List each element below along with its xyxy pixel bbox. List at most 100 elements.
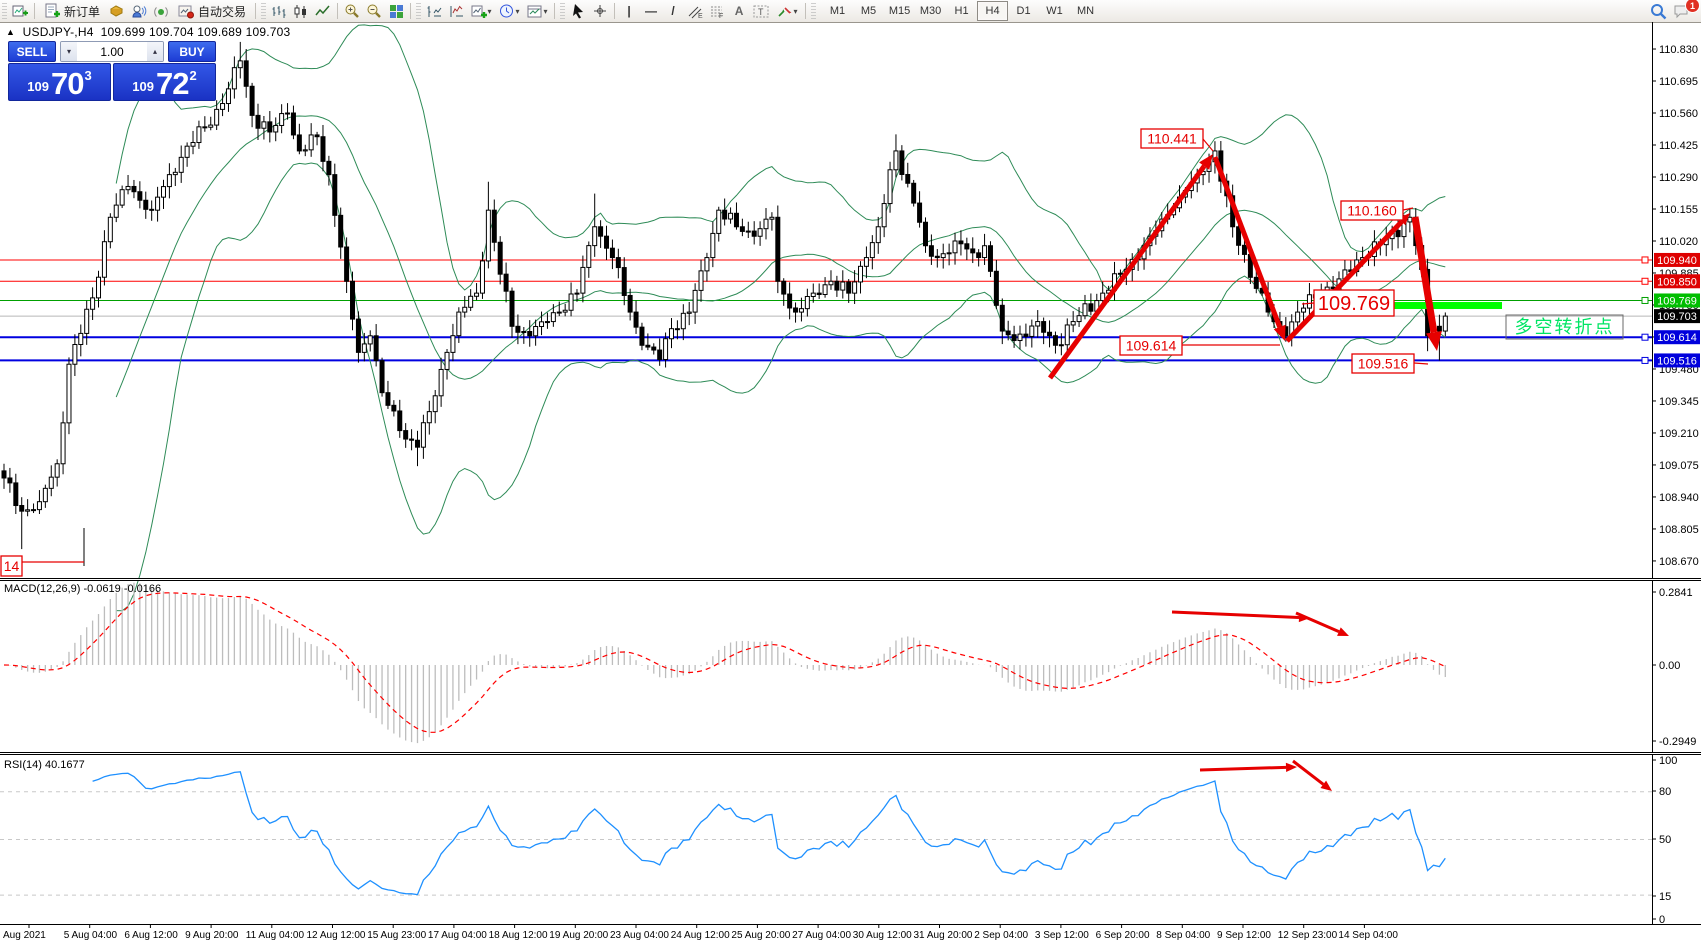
candle-body [710, 232, 716, 259]
timeframe-h4[interactable]: H4 [977, 1, 1009, 21]
templates-icon[interactable]: ▾ [523, 1, 551, 21]
candle-body [1436, 325, 1442, 332]
arrange-window-icon[interactable] [423, 1, 445, 21]
horizontal-line-icon[interactable]: — [645, 4, 658, 18]
chart-line-icon[interactable] [312, 1, 334, 21]
candle-body [48, 476, 54, 489]
timeframe-m1[interactable]: M1 [829, 5, 846, 17]
chart-canvas[interactable]: 110.441 110.160 109.769 109.614 109.516 14 多空转… [0, 22, 1701, 941]
timeframe-m30[interactable]: M30 [919, 5, 942, 17]
candle-body [922, 221, 928, 247]
sell-price-pip: 3 [84, 68, 92, 83]
candle-body [468, 295, 474, 308]
notifications-icon[interactable]: 1 [1669, 0, 1700, 21]
chart-candles-icon[interactable] [290, 1, 312, 21]
candle-body [503, 273, 509, 292]
fibonacci-icon[interactable]: F [706, 1, 728, 21]
timeframe-d1[interactable]: D1 [1016, 5, 1031, 17]
rsi-scale-label: 100 [1659, 755, 1677, 767]
candle-body [497, 241, 503, 275]
timeframe-h1[interactable]: H1 [954, 5, 969, 17]
buy-price-pip: 2 [189, 68, 197, 83]
price-badge: 109.516 [1654, 353, 1700, 368]
candle-body [1029, 325, 1035, 337]
timeframe-mn[interactable]: MN [1076, 5, 1095, 17]
vps-icon[interactable] [150, 1, 172, 21]
indicators-add-icon[interactable]: ▾ [467, 1, 495, 21]
date-label: 12 Aug 12:00 [307, 930, 366, 941]
cursor-icon[interactable] [567, 1, 589, 21]
date-label: 14 Sep 04:00 [1338, 930, 1398, 941]
new-chart-icon[interactable] [9, 1, 31, 21]
callout-box [1340, 200, 1404, 221]
volume-increase-button[interactable]: ▴ [147, 42, 163, 61]
candle-body [474, 292, 480, 297]
channel-icon[interactable]: E [684, 1, 706, 21]
candle-body [763, 218, 769, 230]
timeframe-m5[interactable]: M5 [860, 5, 877, 17]
autotrading-button[interactable]: 自动交易 [172, 1, 252, 21]
zoom-in-icon[interactable] [341, 1, 363, 21]
horizontal-levels [0, 256, 1652, 364]
macd-signal-line [3, 592, 1446, 733]
text-icon[interactable]: A [734, 4, 744, 18]
volume-decrease-button[interactable]: ▾ [61, 42, 77, 61]
macd-panel: MACD(12,26,9) -0.0619 -0.0166 0.2841 0.00 -… [3, 582, 1696, 748]
new-order-button[interactable]: 新订单 [38, 1, 106, 21]
candle-body [160, 186, 166, 198]
shapes-icon[interactable]: ▾ [772, 1, 802, 21]
buy-price-display[interactable]: 109 72 2 [113, 63, 216, 101]
timeframe-m15[interactable]: M15 [888, 5, 911, 17]
price-badge: 109.703 [1654, 309, 1700, 324]
signals-icon[interactable] [128, 1, 150, 21]
volume-input[interactable] [77, 42, 147, 61]
candle-body [90, 297, 96, 310]
search-icon[interactable] [1647, 1, 1669, 21]
candle-body [373, 335, 379, 362]
callout-text: 110.441 [1147, 131, 1197, 147]
candle-body [296, 134, 302, 152]
crosshair-icon[interactable] [589, 1, 611, 21]
candle-body [509, 290, 515, 327]
chart-bars-icon[interactable] [268, 1, 290, 21]
one-click-trading-panel: SELL ▾ ▴ BUY 109 70 3 109 72 2 [8, 41, 216, 101]
candle-body [113, 204, 119, 218]
candle-body [414, 439, 420, 448]
sell-price-display[interactable]: 109 70 3 [8, 63, 111, 101]
candle-body [1076, 315, 1082, 323]
label-icon[interactable]: T [750, 1, 772, 21]
candle-body [958, 240, 964, 245]
buy-price-prefix: 109 [132, 79, 154, 94]
candle-body [279, 113, 285, 126]
trendline-icon[interactable]: / [671, 4, 675, 18]
symbol-collapse-icon[interactable]: ▲ [6, 27, 16, 37]
rsi-scale-label: 15 [1659, 891, 1671, 903]
tile-windows-icon[interactable] [385, 1, 407, 21]
svg-text:F: F [719, 13, 723, 19]
candle-body [544, 321, 550, 324]
candle-body [592, 226, 598, 247]
candle-body [787, 293, 793, 309]
candle-body [521, 331, 527, 334]
candle-body [237, 60, 243, 69]
rsi-scale-label: 0 [1659, 914, 1665, 926]
callout-connector [1413, 362, 1429, 365]
candle-body [716, 209, 722, 234]
date-label: 27 Aug 04:00 [792, 930, 851, 941]
level-marker [1641, 333, 1649, 341]
candle-body [733, 212, 739, 228]
candle-body [1301, 307, 1307, 313]
candle-body [1058, 344, 1064, 347]
buy-button[interactable]: BUY [168, 41, 216, 62]
candle-body [556, 311, 562, 314]
sell-button[interactable]: SELL [8, 41, 56, 62]
zoom-out-icon[interactable] [363, 1, 385, 21]
callout-connector [1202, 138, 1214, 152]
arrange-chart-icon[interactable] [445, 1, 467, 21]
vertical-line-icon[interactable]: | [627, 4, 631, 18]
periods-icon[interactable]: ▾ [495, 1, 523, 21]
timeframe-w1[interactable]: W1 [1046, 5, 1063, 17]
candles [1, 41, 1448, 550]
candle-body [432, 395, 438, 413]
market-icon[interactable] [106, 1, 128, 21]
